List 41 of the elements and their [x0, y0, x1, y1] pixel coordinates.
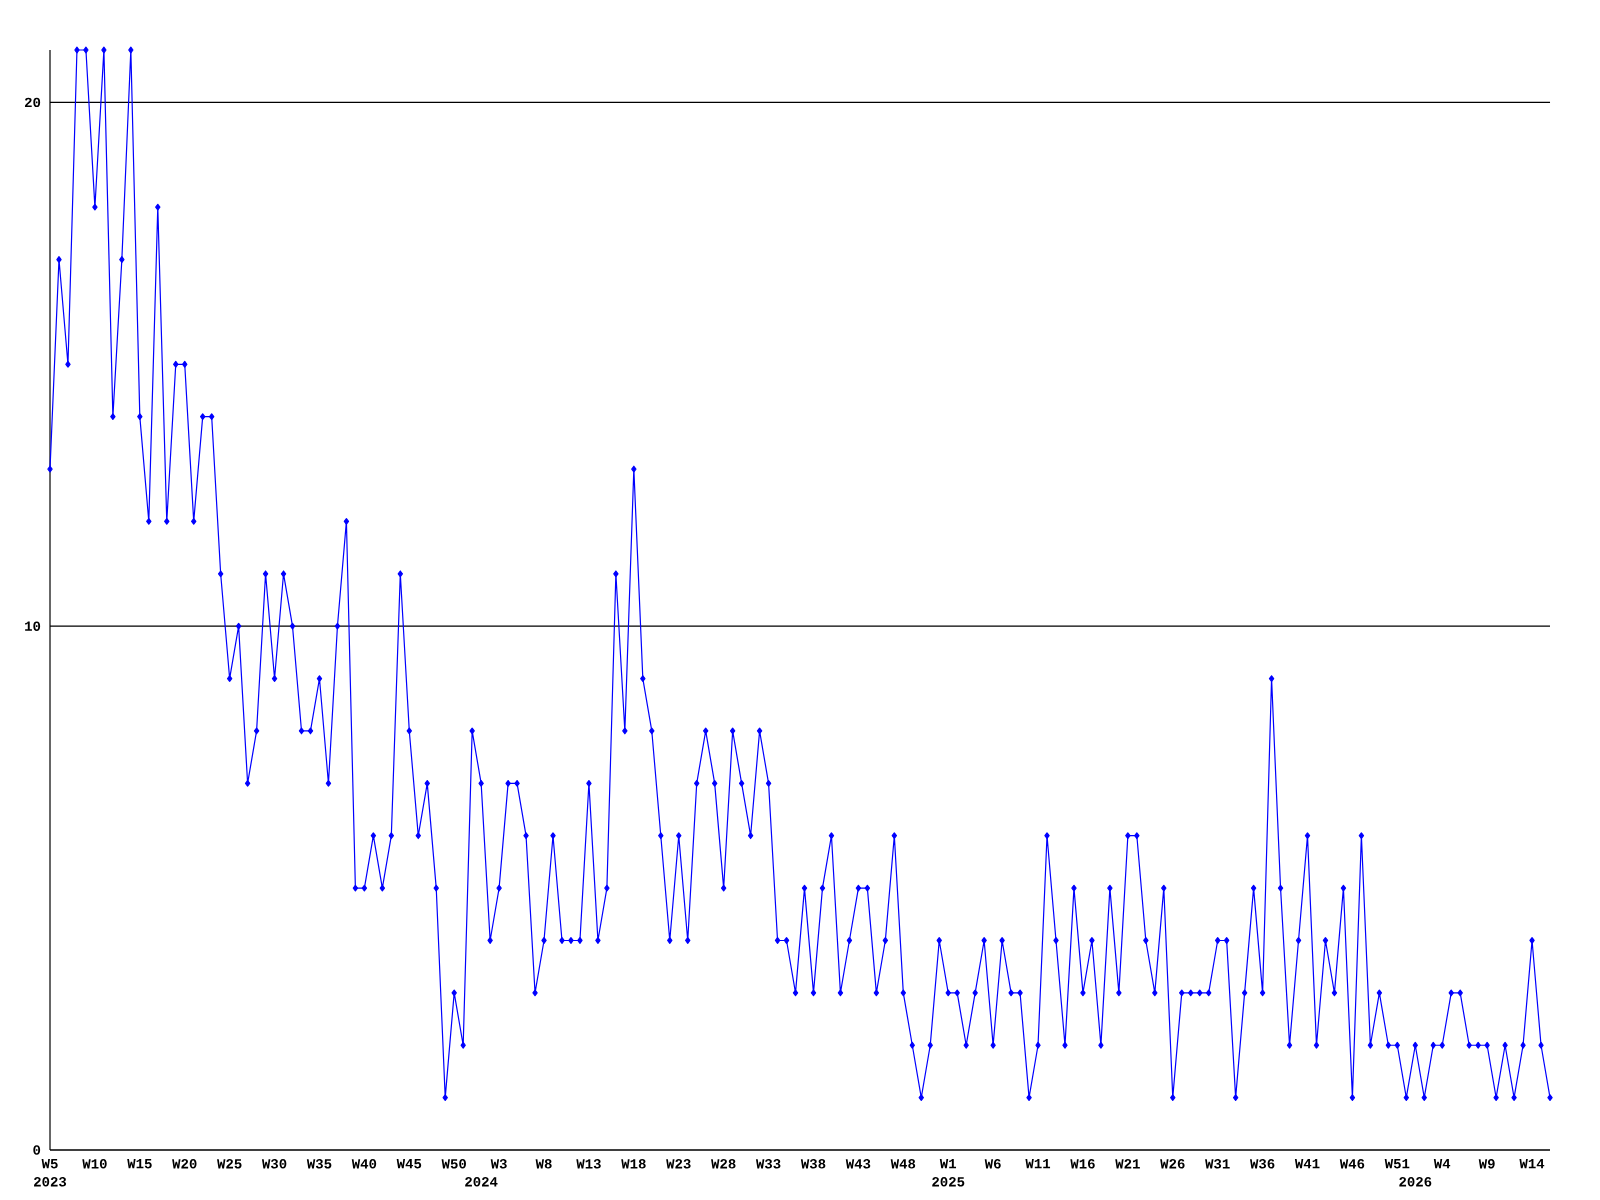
x-tick-label: W18	[621, 1159, 646, 1169]
text: 2024	[465, 1177, 498, 1187]
x-tick-label: W46	[1339, 1159, 1365, 1169]
y-tick-label: 20	[24, 97, 41, 108]
x-tick-label: W28	[711, 1159, 736, 1169]
x-tick-label: W9	[1478, 1159, 1495, 1169]
x-tick-label: W30	[261, 1159, 287, 1169]
x-tick-label: W11	[1025, 1159, 1051, 1169]
x-tick-label: W50	[441, 1159, 466, 1169]
x-tick-label: W35	[306, 1159, 332, 1169]
x-tick-label: W43	[845, 1159, 871, 1169]
text: 2026	[1399, 1177, 1432, 1187]
x-tick-label: W15	[127, 1159, 152, 1169]
x-tick-label: W36	[1249, 1159, 1275, 1169]
x-tick-label: W33	[755, 1159, 781, 1169]
x-tick-label: W13	[576, 1159, 601, 1169]
x-tick-label: W8	[535, 1159, 552, 1169]
x-tick-label: W51	[1384, 1159, 1410, 1169]
x-tick-label: W26	[1160, 1159, 1185, 1169]
x-tick-label: W23	[666, 1159, 691, 1169]
x-tick-label: W3	[490, 1159, 507, 1169]
x-tick-label: W16	[1070, 1159, 1095, 1169]
x-tick-label: W48	[890, 1159, 916, 1169]
x-tick-label: W25	[217, 1159, 242, 1169]
x-tick-label: W45	[396, 1159, 422, 1169]
x-tick-label: W40	[351, 1159, 377, 1169]
x-tick-label: W38	[800, 1159, 826, 1169]
x-tick-label: W4	[1433, 1159, 1451, 1169]
x-tick-label: W5	[41, 1159, 58, 1169]
y-tick-label: 10	[25, 621, 41, 631]
x-tick-label: W1	[939, 1159, 957, 1169]
x-tick-label: W41	[1294, 1159, 1320, 1169]
x-tick-label: W10	[82, 1159, 107, 1169]
x-tick-label: W14	[1519, 1159, 1545, 1169]
y-tick-label: 0	[33, 1145, 41, 1155]
text: 2025	[932, 1177, 965, 1187]
x-tick-label: W6	[984, 1159, 1001, 1169]
x-tick-label: W21	[1115, 1159, 1140, 1169]
x-tick-label: W31	[1205, 1159, 1230, 1169]
x-tick-label: W20	[172, 1159, 197, 1169]
text: 2023	[34, 1177, 67, 1187]
